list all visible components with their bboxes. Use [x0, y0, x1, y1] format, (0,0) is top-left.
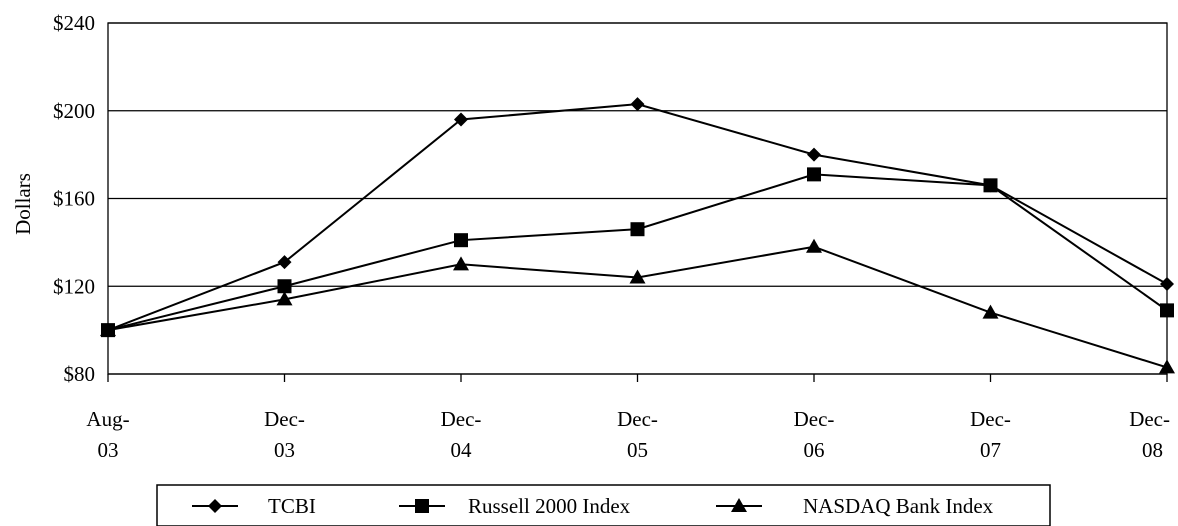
data-point: [277, 255, 292, 270]
x-tick-label: Dec-: [617, 407, 658, 431]
data-point: [100, 322, 116, 337]
series-square: [101, 167, 1174, 338]
data-point: [807, 147, 821, 162]
series-line: [107, 173, 1168, 332]
x-tick-label: Dec-: [794, 407, 835, 431]
data-point: [630, 222, 645, 237]
y-tick-label: $200: [53, 99, 95, 123]
y-tick-labels: $80 $120 $160 $200 $240: [53, 11, 95, 386]
legend-label: NASDAQ Bank Index: [803, 494, 994, 518]
x-tick-label: Aug-: [86, 407, 129, 431]
y-tick-label: $240: [53, 11, 95, 35]
x-tick-label: 04: [451, 438, 473, 462]
legend: TCBI Russell 2000 Index NASDAQ Bank Index: [156, 484, 1051, 526]
data-point: [806, 238, 822, 253]
x-tick-label: Dec-: [970, 407, 1011, 431]
x-tick-label: 08: [1142, 438, 1163, 462]
data-point: [454, 112, 468, 127]
legend-label: TCBI: [268, 494, 316, 518]
data-point: [630, 97, 645, 112]
y-tick-label: $160: [53, 187, 95, 211]
series-group: [100, 97, 1175, 374]
x-tick-label: 07: [980, 438, 1001, 462]
data-point: [983, 178, 998, 193]
data-point: [277, 279, 292, 294]
data-point: [453, 256, 469, 271]
series-line: [107, 103, 1168, 332]
x-tick-label: 05: [627, 438, 648, 462]
x-tick-label: Dec-: [1129, 407, 1170, 431]
axes: [107, 22, 1168, 382]
x-tick-label: 06: [804, 438, 825, 462]
x-tick-label: 03: [274, 438, 295, 462]
legend-marker: [415, 499, 429, 513]
data-point: [276, 291, 293, 306]
x-tick-label: Dec-: [441, 407, 482, 431]
data-point: [454, 233, 468, 248]
x-tick-label: Dec-: [264, 407, 305, 431]
series-triangle: [100, 238, 1175, 374]
data-point: [982, 304, 999, 319]
data-point: [629, 269, 646, 284]
legend-marker: [731, 498, 747, 512]
y-axis-label: Dollars: [11, 173, 35, 235]
y-tick-label: $80: [64, 362, 96, 386]
data-point: [1160, 277, 1174, 292]
legend-marker: [208, 499, 222, 513]
legend-box: [156, 484, 1051, 526]
y-tick-label: $120: [53, 274, 95, 298]
data-point: [1159, 359, 1175, 374]
x-tick-label: 03: [98, 438, 119, 462]
series-diamond: [101, 97, 1174, 338]
series-line: [107, 245, 1168, 369]
x-tick-labels: Aug- 03 Dec- 03 Dec- 04 Dec- 05 Dec- 06 Dec- 07 Dec-…: [86, 407, 1170, 462]
legend-label: Russell 2000 Index: [468, 494, 631, 518]
data-point: [1160, 303, 1174, 318]
data-point: [807, 167, 821, 182]
